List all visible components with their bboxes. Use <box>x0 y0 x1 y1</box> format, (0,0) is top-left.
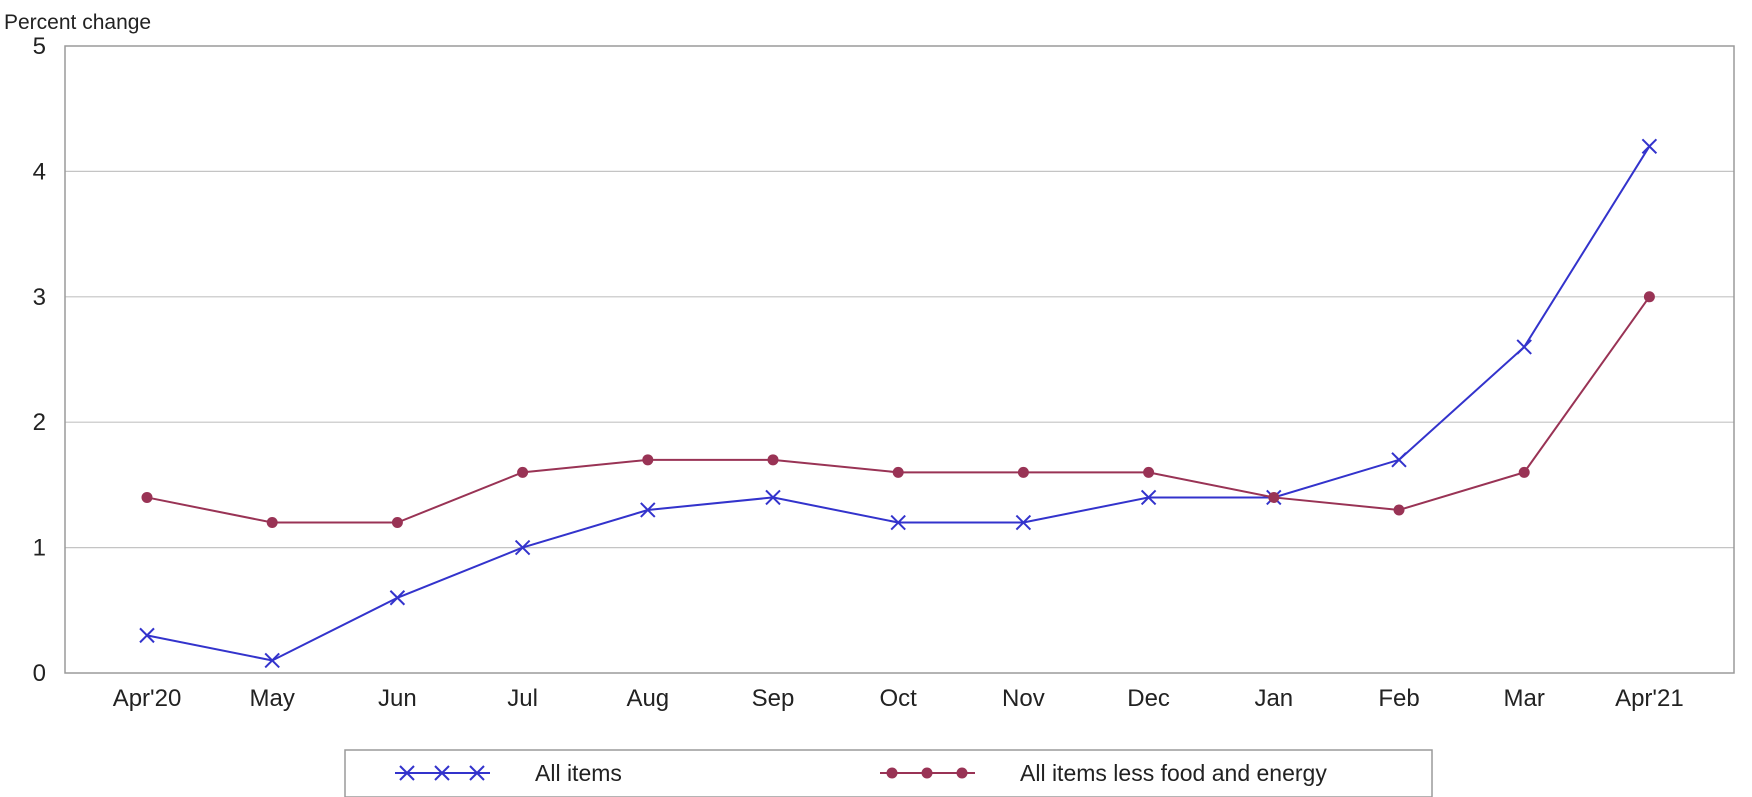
dot-marker-point <box>1268 491 1280 503</box>
x-axis-ticks: Apr'20 May Jun Jul Aug Sep Oct Nov Dec Jan Feb Mar A… <box>113 685 1684 712</box>
x-marker-point <box>139 627 155 644</box>
x-marker-stroke <box>1641 138 1658 155</box>
x-marker-point <box>1391 452 1407 468</box>
dot-marker-point <box>892 466 904 478</box>
x-tick-label: May <box>250 685 295 712</box>
x-marker-stroke <box>264 652 280 669</box>
dot-marker-point <box>1393 504 1405 516</box>
x-tick-label: Jul <box>507 685 538 712</box>
x-marker-point <box>389 590 406 606</box>
series-line <box>146 296 1651 524</box>
legend-entry: All items <box>395 760 622 786</box>
legend-marker <box>921 767 933 779</box>
x-tick-label: Mar <box>1504 685 1545 712</box>
gridlines <box>65 170 1734 549</box>
dot-marker-point <box>642 454 654 466</box>
y-tick-label: 4 <box>33 158 46 185</box>
dot-marker-point <box>1017 466 1029 478</box>
x-marker-point <box>1516 339 1532 355</box>
x-tick-label: Jan <box>1254 685 1293 712</box>
x-marker-stroke <box>469 765 485 781</box>
dot-marker-point <box>1643 291 1655 303</box>
legend-marker <box>399 765 415 781</box>
x-tick-label: Aug <box>626 685 669 712</box>
series-line <box>146 145 1651 662</box>
y-tick-label: 1 <box>33 535 46 562</box>
x-marker-stroke <box>139 627 155 644</box>
dot-marker-point <box>1143 466 1155 478</box>
legend-label: All items <box>535 760 622 786</box>
x-marker-stroke <box>389 590 406 606</box>
x-marker-point <box>890 514 906 531</box>
plot-frame <box>64 45 1735 674</box>
series-layer <box>139 138 1658 669</box>
legend: All items All items less food and energy <box>344 749 1433 797</box>
x-marker-stroke <box>1140 489 1157 506</box>
x-tick-label: Nov <box>1002 685 1045 712</box>
x-marker-point <box>1015 514 1032 531</box>
x-marker-stroke <box>890 514 906 531</box>
x-marker-stroke <box>640 502 656 518</box>
legend-label: All items less food and energy <box>1020 760 1327 786</box>
legend-marker <box>469 765 485 781</box>
x-marker-stroke <box>765 489 781 506</box>
x-marker-point <box>1641 138 1658 155</box>
legend-marker <box>956 767 968 779</box>
x-marker-point <box>765 489 781 506</box>
dot-marker-point <box>391 517 403 529</box>
x-tick-label: Oct <box>880 685 918 712</box>
y-tick-label: 0 <box>33 660 46 687</box>
x-tick-label: Sep <box>752 685 795 712</box>
x-tick-label: Feb <box>1378 685 1419 712</box>
y-axis-ticks: 0 1 2 3 4 5 <box>33 33 46 687</box>
x-marker-point <box>1140 489 1157 506</box>
x-marker-point <box>640 502 656 518</box>
x-marker-stroke <box>1391 452 1407 468</box>
y-tick-label: 2 <box>33 409 46 436</box>
x-tick-label: Jun <box>378 685 417 712</box>
legend-marker <box>434 765 450 781</box>
x-tick-label: Dec <box>1127 685 1170 712</box>
x-marker-stroke <box>514 539 531 556</box>
dot-marker-point <box>266 517 278 529</box>
x-marker-point <box>514 539 531 556</box>
x-marker-stroke <box>1516 339 1532 355</box>
legend-marker <box>886 767 898 779</box>
y-tick-label: 5 <box>33 33 46 60</box>
series-all-items <box>139 138 1658 669</box>
x-marker-stroke <box>1015 514 1032 531</box>
dot-marker-point <box>1518 466 1530 478</box>
legend-entry: All items less food and energy <box>880 760 1327 786</box>
dot-marker-point <box>517 466 529 478</box>
x-tick-label: Apr'21 <box>1615 685 1684 712</box>
dot-marker-point <box>141 491 153 503</box>
y-axis-label: Percent change <box>4 11 151 34</box>
x-marker-point <box>264 652 280 669</box>
x-marker-stroke <box>434 765 450 781</box>
y-tick-label: 3 <box>33 284 46 311</box>
series-all-items-less-food-and-energy <box>141 291 1655 529</box>
x-marker-stroke <box>399 765 415 781</box>
x-tick-label: Apr'20 <box>113 685 182 712</box>
dot-marker-point <box>767 454 779 466</box>
